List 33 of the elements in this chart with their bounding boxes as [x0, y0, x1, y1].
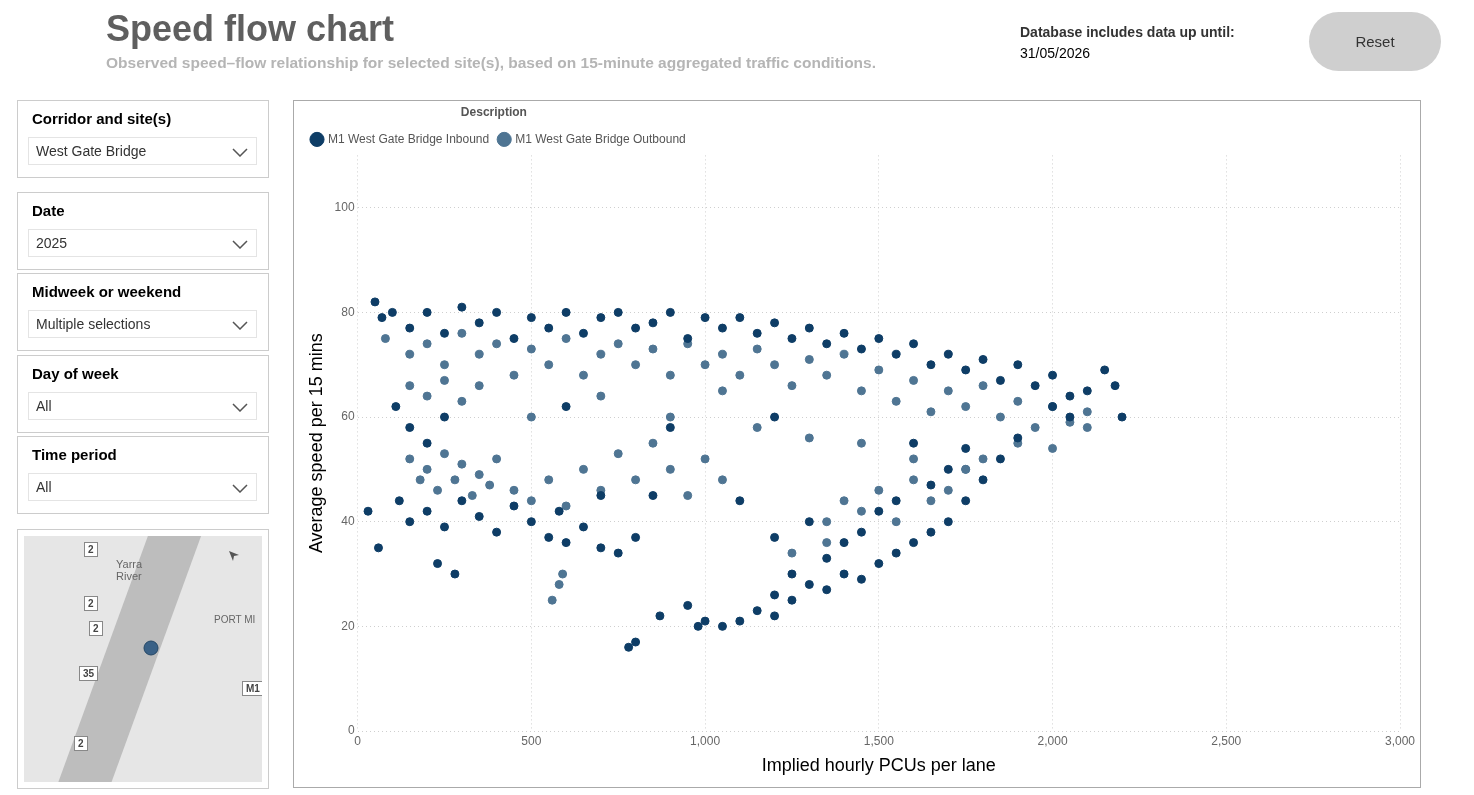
legend-label: M1 West Gate Bridge Inbound [328, 131, 490, 146]
map-picture: 2 2 2 35 2 M1 Yarra River PORT MI [24, 536, 262, 782]
text: 31/05/2026 [1020, 45, 1091, 61]
y-tick-label: 100 [334, 200, 355, 215]
chart-title: Speed flow chart [106, 8, 395, 50]
text: Midweek or weekend [32, 283, 182, 300]
x-tick-label: 2,500 [1211, 733, 1242, 748]
x-tick-label: 1,000 [690, 733, 721, 748]
text: All [36, 398, 52, 414]
y-tick-label: 0 [347, 723, 355, 738]
text: Date [32, 202, 65, 219]
x-tick-label: 2,000 [1037, 733, 1068, 748]
text: All [36, 479, 52, 495]
chart-subtitle: Observed speed–flow relationship for selected site(s), based on 15-minute aggregated traffic conditions. [106, 54, 877, 72]
x-tick-label: 1,500 [863, 733, 895, 748]
text: 2025 [36, 235, 68, 251]
text: West Gate Bridge [36, 143, 147, 159]
legend-title: Description [460, 105, 527, 120]
text: Corridor and site(s) [32, 110, 172, 127]
y-tick-label: 20 [341, 618, 355, 633]
x-tick-label: 500 [521, 733, 542, 748]
text: Database includes data up until: [1020, 24, 1235, 40]
text: Multiple selections [36, 316, 151, 332]
x-axis-title: Implied hourly PCUs per lane [761, 755, 996, 776]
y-tick-label: 80 [341, 304, 355, 319]
legend-label: M1 West Gate Bridge Outbound [515, 131, 686, 146]
y-axis-title: Average speed per 15 mins [305, 333, 326, 554]
reset-button: Reset [1309, 12, 1441, 71]
x-tick-label: 3,000 [1384, 733, 1416, 748]
y-tick-label: 40 [341, 514, 355, 528]
text: Time period [32, 446, 117, 463]
text: Day of week [32, 365, 119, 382]
y-tick-label: 60 [341, 409, 355, 424]
